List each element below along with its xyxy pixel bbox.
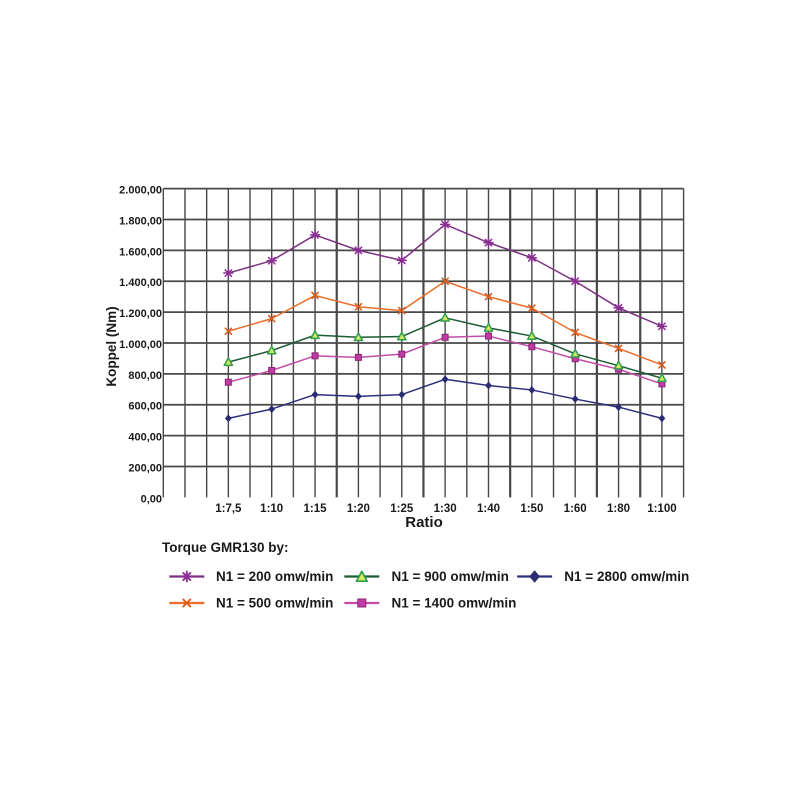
svg-text:1:30: 1:30 bbox=[434, 503, 457, 515]
svg-text:1:60: 1:60 bbox=[564, 503, 587, 515]
svg-text:N1 = 200 omw/min: N1 = 200 omw/min bbox=[216, 569, 333, 584]
svg-text:Torque GMR130 by:: Torque GMR130 by: bbox=[162, 540, 289, 555]
svg-text:1.600,00: 1.600,00 bbox=[119, 246, 162, 258]
svg-text:400,00: 400,00 bbox=[128, 432, 162, 444]
svg-text:0,00: 0,00 bbox=[141, 493, 162, 505]
svg-text:1:100: 1:100 bbox=[647, 503, 676, 515]
svg-text:1.800,00: 1.800,00 bbox=[119, 215, 162, 227]
svg-text:1.200,00: 1.200,00 bbox=[119, 308, 162, 320]
svg-text:200,00: 200,00 bbox=[128, 462, 162, 474]
svg-text:1:25: 1:25 bbox=[390, 503, 414, 515]
svg-text:1:15: 1:15 bbox=[304, 503, 328, 515]
svg-text:600,00: 600,00 bbox=[128, 401, 162, 413]
svg-text:1:40: 1:40 bbox=[477, 503, 500, 515]
svg-text:Koppel (Nm): Koppel (Nm) bbox=[104, 306, 119, 386]
svg-text:1.000,00: 1.000,00 bbox=[119, 339, 162, 351]
svg-text:1.400,00: 1.400,00 bbox=[119, 277, 162, 289]
svg-text:1:80: 1:80 bbox=[607, 503, 630, 515]
svg-text:1:20: 1:20 bbox=[347, 503, 370, 515]
svg-text:2.000,00: 2.000,00 bbox=[119, 185, 162, 197]
svg-text:Ratio: Ratio bbox=[405, 514, 443, 531]
svg-text:N1 = 2800 omw/min: N1 = 2800 omw/min bbox=[564, 569, 689, 584]
svg-text:N1 = 900 omw/min: N1 = 900 omw/min bbox=[392, 569, 509, 584]
svg-text:N1 = 1400 omw/min: N1 = 1400 omw/min bbox=[392, 596, 517, 611]
svg-text:1:50: 1:50 bbox=[520, 503, 543, 515]
svg-text:1:7,5: 1:7,5 bbox=[215, 503, 242, 515]
svg-text:N1 = 500 omw/min: N1 = 500 omw/min bbox=[216, 596, 333, 611]
svg-text:1:10: 1:10 bbox=[260, 503, 283, 515]
svg-text:800,00: 800,00 bbox=[128, 370, 162, 382]
